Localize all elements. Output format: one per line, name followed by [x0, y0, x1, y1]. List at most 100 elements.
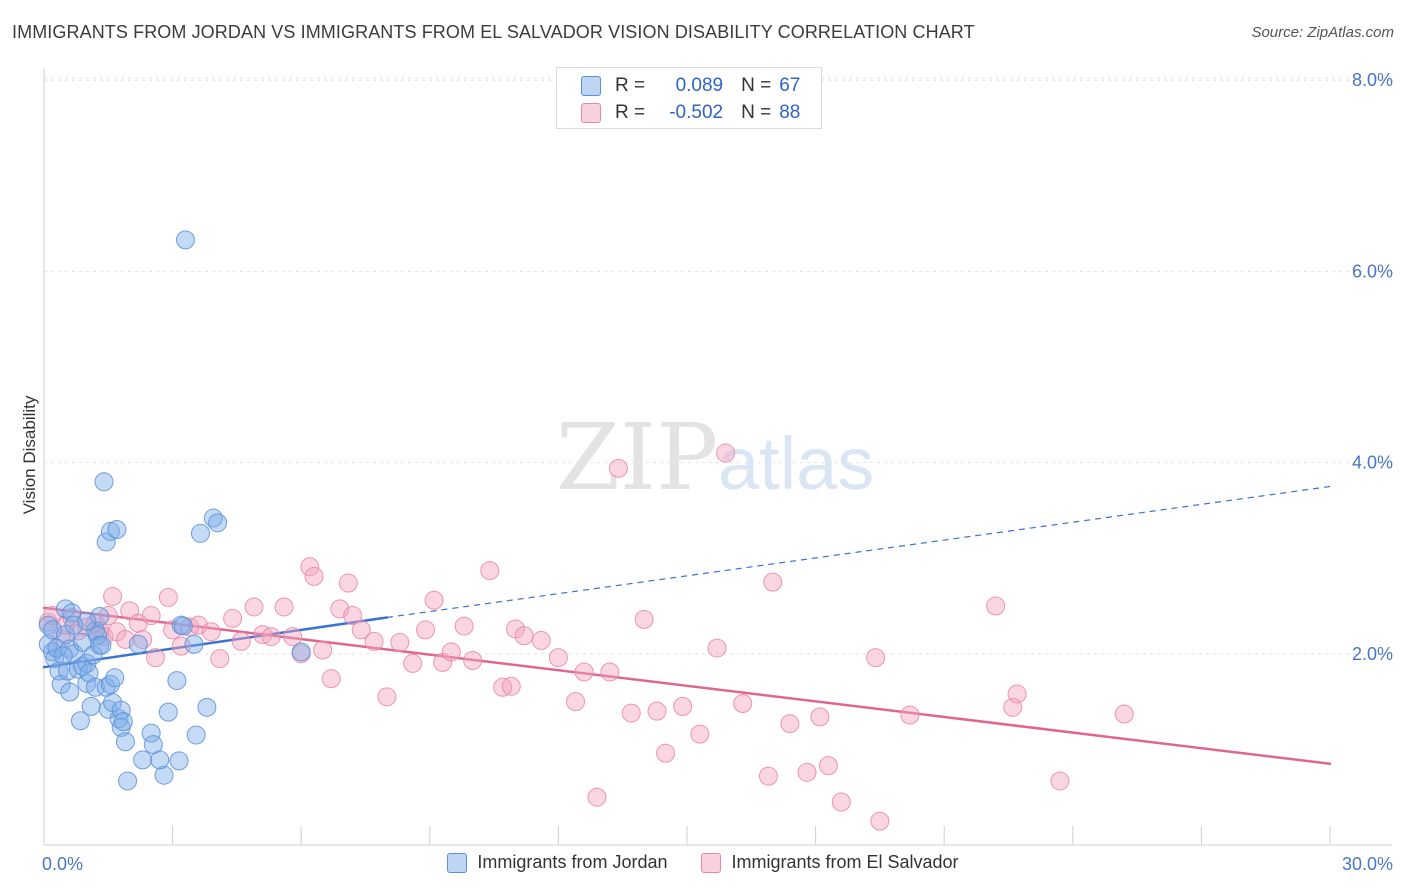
- point-series-0-41: [111, 700, 131, 720]
- point-series-1-43: [377, 687, 397, 707]
- point-series-1-58: [548, 648, 568, 668]
- point-series-0-45: [118, 771, 138, 791]
- r-label: R =: [615, 102, 646, 123]
- legend-item-el-salvador: Immigrants from El Salvador: [701, 852, 959, 873]
- r-label: R =: [615, 75, 646, 96]
- point-series-0-30: [92, 635, 112, 655]
- point-series-0-65: [77, 611, 97, 631]
- point-series-0-61: [208, 513, 228, 533]
- point-series-1-41: [351, 620, 371, 640]
- point-series-1-52: [480, 561, 500, 581]
- point-series-1-65: [634, 609, 654, 629]
- trend-extension-series-0: [386, 485, 1331, 619]
- legend-swatch-jordan: [447, 852, 468, 873]
- point-series-0-48: [141, 723, 161, 743]
- point-series-0-66: [150, 750, 170, 770]
- point-series-1-50: [454, 616, 474, 636]
- point-series-1-63: [608, 458, 628, 478]
- n-label: N =: [741, 102, 772, 123]
- point-series-0-38: [105, 668, 125, 688]
- point-series-0-52: [167, 671, 187, 691]
- point-series-1-73: [758, 766, 778, 786]
- point-series-1-71: [716, 443, 736, 463]
- point-series-1-67: [656, 743, 676, 763]
- point-series-0-63: [173, 616, 193, 636]
- point-series-1-31: [274, 597, 294, 617]
- point-series-1-64: [621, 703, 641, 723]
- point-series-0-13: [62, 603, 82, 623]
- point-series-1-45: [403, 653, 423, 673]
- tick-labels: 2.0% 4.0% 6.0% 8.0% 0.0% 30.0%: [42, 70, 1393, 874]
- legend-label-jordan: Immigrants from Jordan: [477, 852, 668, 872]
- point-series-1-86: [1050, 771, 1070, 791]
- point-series-1-13: [115, 629, 135, 649]
- point-series-0-3: [43, 620, 63, 640]
- point-series-1-46: [416, 620, 436, 640]
- series-legend: Immigrants from Jordan Immigrants from E…: [0, 852, 1406, 873]
- r-value: 0.089: [675, 75, 724, 96]
- point-series-1-30: [261, 627, 281, 647]
- point-series-1-49: [441, 642, 461, 662]
- point-series-1-61: [587, 787, 607, 807]
- point-series-1-87: [1114, 704, 1134, 724]
- point-series-1-19: [158, 587, 178, 607]
- n-label: N =: [741, 75, 772, 96]
- y-tick-label-0: 2.0%: [1352, 644, 1393, 664]
- point-series-1-75: [780, 714, 800, 734]
- point-series-0-56: [184, 634, 204, 654]
- point-series-0-46: [128, 634, 148, 654]
- y-axis-label: Vision Disability: [20, 395, 39, 514]
- point-series-0-64: [53, 646, 73, 666]
- point-series-1-70: [707, 638, 727, 658]
- point-series-1-60: [574, 662, 594, 682]
- point-series-1-56: [514, 626, 534, 646]
- source-credit: Source: ZipAtlas.com: [1251, 24, 1394, 41]
- watermark-atlas: atlas: [718, 422, 874, 505]
- point-series-1-69: [690, 724, 710, 744]
- point-series-1-37: [321, 669, 341, 689]
- point-series-1-62: [600, 662, 620, 682]
- chart-title: IMMIGRANTS FROM JORDAN VS IMMIGRANTS FRO…: [12, 22, 975, 42]
- point-series-1-78: [818, 756, 838, 776]
- point-series-0-50: [154, 765, 174, 785]
- point-series-0-29: [90, 607, 110, 627]
- point-series-1-34: [300, 557, 320, 577]
- legend-label-el-salvador: Immigrants from El Salvador: [731, 852, 959, 872]
- axes: [43, 68, 1392, 846]
- x-tick-label-1: 30.0%: [1342, 854, 1393, 874]
- point-series-0-59: [197, 697, 217, 717]
- point-series-0-32: [96, 532, 116, 552]
- point-series-1-26: [223, 608, 243, 628]
- y-tick-label-3: 8.0%: [1352, 70, 1393, 90]
- legend-item-jordan: Immigrants from Jordan: [447, 852, 667, 873]
- point-series-1-68: [673, 696, 693, 716]
- point-series-0-35: [100, 521, 120, 541]
- point-series-1-36: [313, 640, 333, 660]
- point-series-1-17: [141, 606, 161, 626]
- point-series-1-74: [763, 572, 783, 592]
- point-series-0-22: [79, 663, 99, 683]
- point-series-1-28: [244, 597, 264, 617]
- x-tick-label-0: 0.0%: [42, 854, 83, 874]
- y-tick-label-2: 6.0%: [1352, 261, 1393, 281]
- legend-swatch-el-salvador: [581, 103, 601, 123]
- point-series-1-80: [866, 648, 886, 668]
- point-series-1-57: [531, 630, 551, 650]
- point-series-0-57: [186, 725, 206, 745]
- point-series-0-55: [175, 230, 195, 250]
- point-series-1-77: [810, 707, 830, 727]
- point-series-1-79: [831, 792, 851, 812]
- point-series-1-76: [797, 762, 817, 782]
- point-series-0-51: [158, 702, 178, 722]
- point-series-0-27: [88, 626, 108, 646]
- point-series-0-39: [107, 520, 127, 540]
- point-series-1-72: [733, 694, 753, 714]
- point-series-1-59: [566, 692, 586, 712]
- point-series-1-11: [103, 586, 123, 606]
- watermark-zip: ZIP: [556, 404, 718, 511]
- point-series-1-18: [145, 648, 165, 668]
- legend-swatch-jordan: [581, 76, 601, 96]
- point-series-1-39: [338, 573, 358, 593]
- point-series-0-15: [64, 615, 84, 635]
